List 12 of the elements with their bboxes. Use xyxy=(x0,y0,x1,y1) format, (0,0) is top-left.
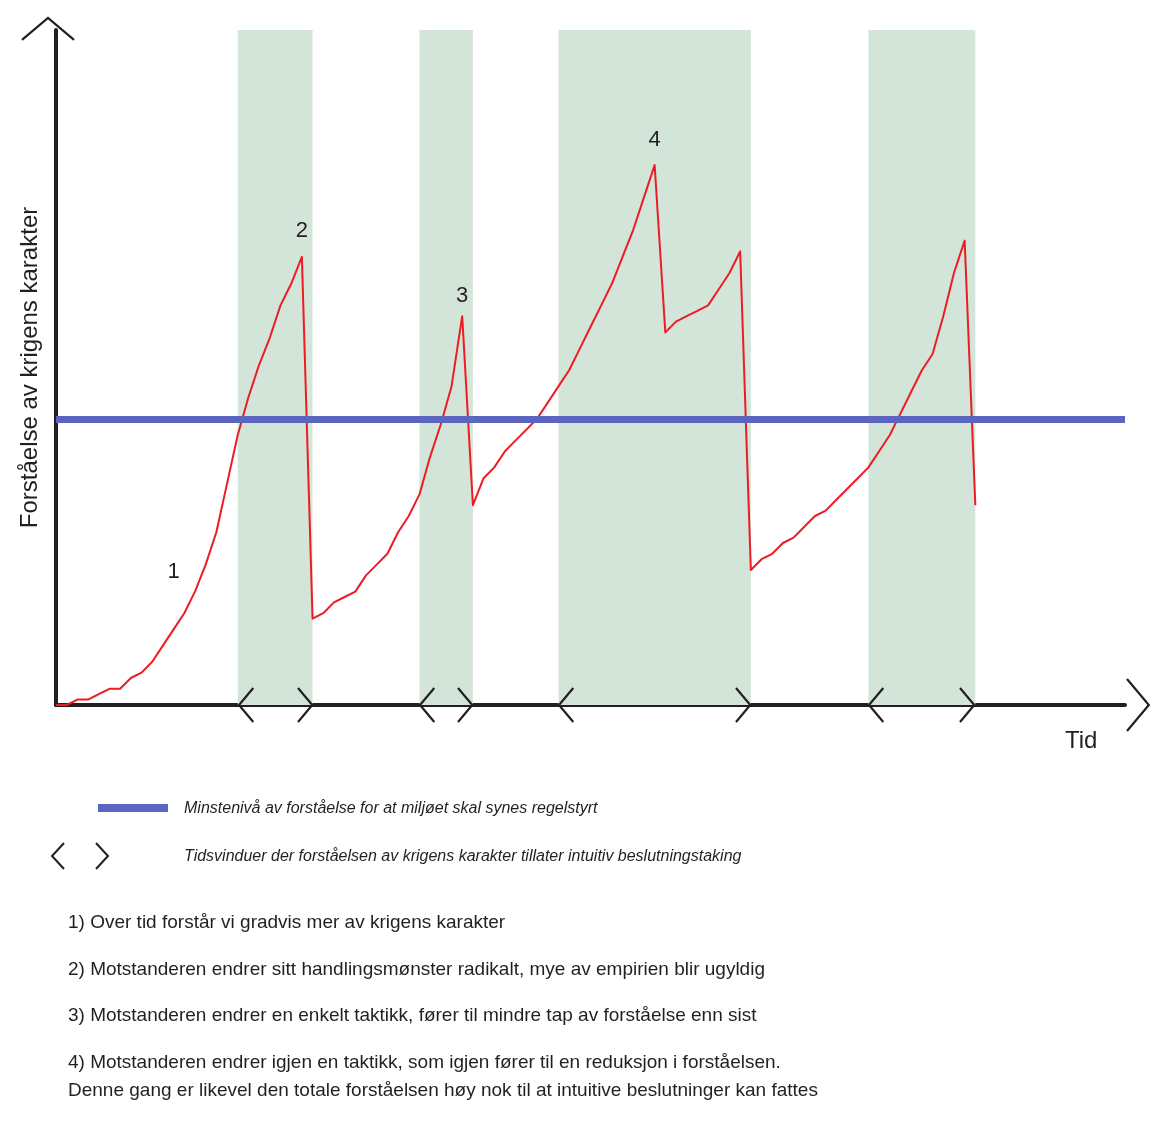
text: Tidsvinduer der forståelsen av krigens karakter tillater intuitiv beslutningstaking xyxy=(184,847,742,865)
text: 2) Motstanderen endrer sitt handlingsmønster radikalt, mye av empirien blir ugyldig xyxy=(68,956,766,981)
text: 3) Motstanderen endrer en enkelt taktikk, fører til mindre tap av forståelse enn sist xyxy=(68,1003,758,1027)
y-axis-title: Forståelse av krigens karakter xyxy=(14,206,42,529)
annotation: 1 xyxy=(167,557,180,583)
text: 4) Motstanderen endrer igjen en taktikk, som igjen fører til en reduksjon i forståelsen. Denne gang er likevel den totale forståelsen høy nok til at intuitive beslutninger kan fattes xyxy=(68,1049,819,1102)
text: 1) Over tid forstår vi gradvis mer av krigens karakter xyxy=(68,910,507,934)
annotation: 2 xyxy=(295,217,308,243)
x-axis-title: Tid xyxy=(1065,725,1098,753)
annotation: 3 xyxy=(456,282,469,308)
text: 4 xyxy=(648,125,661,151)
legend-label: Minstenivå av forståelse for at miljøet skal synes regelstyrt xyxy=(184,799,598,817)
